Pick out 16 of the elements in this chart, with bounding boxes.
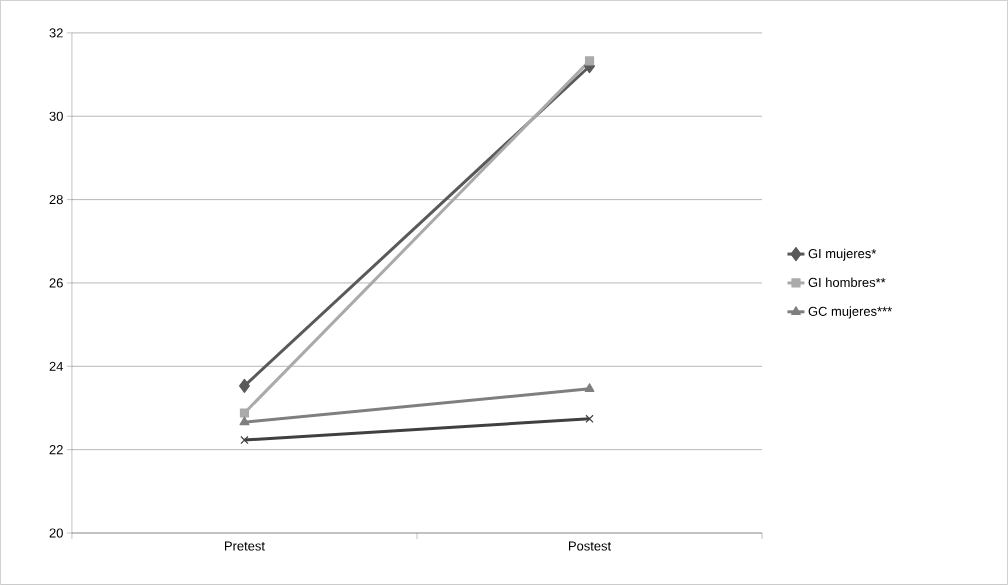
point	[240, 435, 249, 445]
y-tick-label: 26	[49, 278, 63, 288]
legend-label: GI hombres**	[808, 277, 886, 288]
y-tick-label: 24	[49, 361, 64, 371]
y-tick-label: 20	[49, 528, 63, 538]
x-tick-label: Postest	[568, 541, 612, 551]
y-tick-label: 22	[49, 445, 63, 455]
y-tick-label: 32	[49, 28, 63, 38]
y-tick-label: 30	[49, 111, 63, 121]
legend-label: GI mujeres*	[808, 248, 877, 261]
point	[584, 56, 595, 66]
x-tick-label: Pretest	[225, 541, 265, 551]
point	[239, 408, 250, 418]
legend-label: GC mujeres***	[808, 306, 892, 319]
point	[585, 414, 594, 423]
y-tick-label: 28	[49, 195, 63, 205]
